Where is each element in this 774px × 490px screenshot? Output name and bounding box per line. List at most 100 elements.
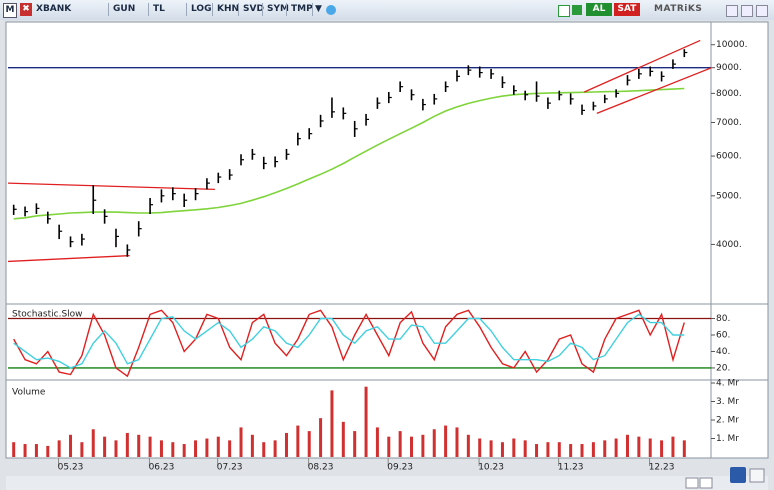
volume-bar	[69, 434, 73, 457]
y-tick-label: 7000.	[716, 118, 742, 128]
button[interactable]: LOG	[186, 3, 215, 16]
y-tick-label: 3. Mr	[716, 397, 739, 407]
brand: MATRiKS	[654, 4, 703, 14]
maximize-button[interactable]	[741, 5, 753, 17]
series-line	[13, 313, 685, 369]
trend-line	[7, 254, 130, 263]
volume-bar	[114, 440, 118, 457]
volume-bar	[625, 434, 629, 457]
volume-bar	[262, 442, 266, 457]
volume-bar	[398, 431, 402, 457]
button[interactable]: GUN	[108, 3, 139, 16]
button[interactable]: SVD	[238, 3, 268, 16]
volume-bar	[580, 444, 584, 457]
volume-bar	[250, 434, 254, 457]
volume-bar	[171, 442, 175, 457]
y-tick-label: 20.	[716, 363, 730, 373]
x-tick-label: 09.23	[387, 463, 413, 473]
trend-line	[584, 39, 701, 93]
volume-bar	[660, 440, 664, 457]
status-bar	[6, 476, 768, 490]
close-button[interactable]	[756, 5, 768, 17]
logo[interactable]: M	[3, 3, 17, 18]
volume-bar	[546, 442, 550, 457]
volume-bar	[319, 418, 323, 457]
menu-icon[interactable]	[749, 468, 765, 483]
volume-bar	[432, 429, 436, 457]
volume-bar	[500, 442, 504, 457]
volume-bar	[216, 436, 220, 457]
volume-bar	[682, 440, 686, 457]
volume-bar	[557, 442, 561, 457]
volume-bar	[194, 440, 198, 457]
volume-bar	[273, 440, 277, 457]
volume-bar	[159, 440, 163, 457]
volume-bar	[80, 442, 84, 457]
volume-bar	[421, 434, 425, 457]
volume-bar	[125, 432, 129, 457]
x-tick-label: 06.23	[149, 463, 175, 473]
scroll-button[interactable]	[685, 477, 699, 489]
volume-bar	[466, 434, 470, 457]
x-tick-label: 10.23	[478, 463, 504, 473]
y-tick-label: 4. Mr	[716, 379, 739, 389]
volume-bar	[648, 438, 652, 457]
x-tick-label: 12.23	[649, 463, 675, 473]
volume-bar	[23, 444, 27, 457]
volume-bar	[307, 431, 311, 457]
volume-bar	[535, 444, 539, 457]
y-tick-label: 4000.	[716, 240, 742, 250]
chart: Stochastic.Slow Volume 4000. 5000. 6000. 70…	[0, 20, 774, 490]
y-tick-label: 1. Mr	[716, 434, 739, 444]
y-tick-label: 8000.	[716, 89, 742, 99]
panel-title: Volume	[12, 388, 46, 398]
y-tick-label: 40.	[716, 347, 730, 357]
volume-bar	[591, 442, 595, 457]
buy-button[interactable]: AL	[586, 3, 612, 16]
x-tick-label: 08.23	[308, 463, 334, 473]
volume-bar	[296, 425, 300, 457]
y-tick-label: 80.	[716, 314, 730, 324]
symbol[interactable]: XBANK	[36, 4, 72, 14]
volume-bar	[637, 436, 641, 457]
volume-bar	[614, 438, 618, 457]
panel	[12, 386, 686, 457]
volume-bar	[182, 444, 186, 457]
y-tick-label: 10000.	[716, 40, 748, 50]
volume-bar	[228, 440, 232, 457]
y-tick-label: 5000.	[716, 191, 742, 201]
volume-bar	[364, 386, 368, 457]
button[interactable]: SYM	[262, 3, 293, 16]
minimize-button[interactable]	[726, 5, 738, 17]
volume-bar	[341, 421, 345, 457]
button[interactable]: TMP	[286, 3, 317, 16]
volume-bar	[478, 438, 482, 457]
panel	[7, 39, 711, 263]
volume-bar	[387, 436, 391, 457]
volume-bar	[523, 440, 527, 457]
volume-bar	[137, 434, 141, 457]
volume-bar	[205, 438, 209, 457]
x-tick-label: 07.23	[217, 463, 243, 473]
sell-button[interactable]: SAT	[614, 3, 640, 16]
symbol-icon[interactable]: ✖	[20, 3, 32, 16]
refresh-icon[interactable]	[730, 467, 746, 483]
volume-bar	[410, 436, 414, 457]
x-tick-label: 11.23	[558, 463, 584, 473]
icon[interactable]	[572, 5, 582, 15]
volume-bar	[284, 432, 288, 457]
volume-bar	[512, 438, 516, 457]
y-tick-label: 9000.	[716, 63, 742, 73]
twitter-icon[interactable]	[326, 5, 336, 15]
button[interactable]: KHN	[212, 3, 243, 16]
volume-bar	[353, 431, 357, 457]
volume-bar	[239, 427, 243, 457]
scroll-button[interactable]	[699, 477, 713, 489]
icon[interactable]	[558, 5, 570, 17]
dropdown[interactable]: ▼	[312, 3, 324, 16]
volume-bar	[91, 429, 95, 457]
series-line	[13, 309, 685, 377]
button[interactable]: TL	[148, 3, 169, 16]
moving-average	[13, 87, 685, 220]
